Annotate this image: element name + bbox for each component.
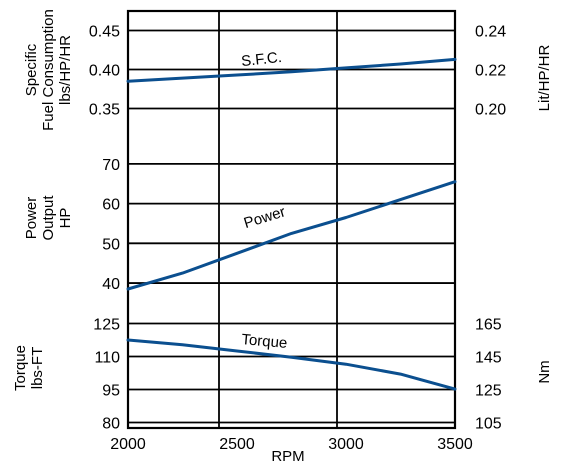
y-right-tick-torque-165: 165 <box>475 317 502 334</box>
y-tick-torque-80: 80 <box>102 416 120 433</box>
left-axis-title-line: Specific <box>23 43 40 96</box>
x-tick-2500: 2500 <box>219 436 255 453</box>
x-tick-3000: 3000 <box>328 436 364 453</box>
y-right-tick-torque-145: 145 <box>475 350 502 367</box>
left-axis-title-sfc: SpecificFuel Consumptionlbs/HP/HR <box>23 9 74 131</box>
right-axis-title-sfc: Lit/HP/HR <box>536 44 553 111</box>
y-tick-sfc-0.35: 0.35 <box>89 102 120 119</box>
horizontal-grid <box>128 29 455 424</box>
y-tick-power-60: 60 <box>102 197 120 214</box>
series-labels: S.F.C. Power Torque <box>240 49 288 352</box>
series-line-power <box>126 180 457 291</box>
y-tick-power-50: 50 <box>102 236 120 253</box>
y-tick-torque-110: 110 <box>94 350 120 367</box>
y-tick-power-40: 40 <box>102 276 120 293</box>
y-tick-power-70: 70 <box>102 157 120 174</box>
series-label-torque: Torque <box>241 331 288 352</box>
left-axis-title-line: Torque <box>12 345 29 391</box>
y-tick-torque-95: 95 <box>102 383 120 400</box>
left-axis-title-line: HP <box>57 208 74 229</box>
y-tick-sfc-0.40: 0.40 <box>89 63 120 80</box>
y-tick-sfc-0.45: 0.45 <box>89 24 120 41</box>
plot-border <box>126 9 457 430</box>
left-axis-title-line: lbs/HP/HR <box>57 35 74 105</box>
y-right-tick-sfc-0.24: 0.24 <box>475 24 506 41</box>
x-tick-3500: 3500 <box>437 436 473 453</box>
left-axis-title-torque: Torquelbs-FT <box>12 345 46 391</box>
y-tick-labels: 0.45 0.40 0.35 0.24 0.22 0.20 70 60 50 40 125 110 95… <box>89 24 506 433</box>
left-axis-title-line: lbs-FT <box>29 347 46 390</box>
plot-frame <box>126 9 457 430</box>
series-label-power: Power <box>242 203 288 232</box>
y-tick-torque-125: 125 <box>93 317 120 334</box>
left-axis-titles: SpecificFuel Consumptionlbs/HP/HR PowerOu… <box>12 9 74 391</box>
left-axis-title-line: Power <box>23 197 40 240</box>
y-right-tick-sfc-0.22: 0.22 <box>475 63 506 80</box>
y-right-tick-torque-105: 105 <box>475 416 502 433</box>
y-right-tick-sfc-0.20: 0.20 <box>475 102 506 119</box>
x-tick-2000: 2000 <box>110 436 146 453</box>
left-axis-title-line: Fuel Consumption <box>40 9 57 131</box>
y-right-tick-torque-125: 125 <box>475 383 502 400</box>
right-axis-title-torque: Nm <box>536 360 553 383</box>
left-axis-title-power: PowerOutputHP <box>23 195 74 241</box>
series-label-sfc: S.F.C. <box>240 49 282 70</box>
x-tick-labels: 2000 2500 3000 3500 <box>110 436 473 453</box>
series-line-sfc <box>126 57 457 83</box>
left-axis-title-line: Output <box>40 195 57 241</box>
series-lines <box>126 57 457 391</box>
series-line-torque <box>126 338 457 391</box>
x-axis-title: RPM <box>271 448 304 465</box>
